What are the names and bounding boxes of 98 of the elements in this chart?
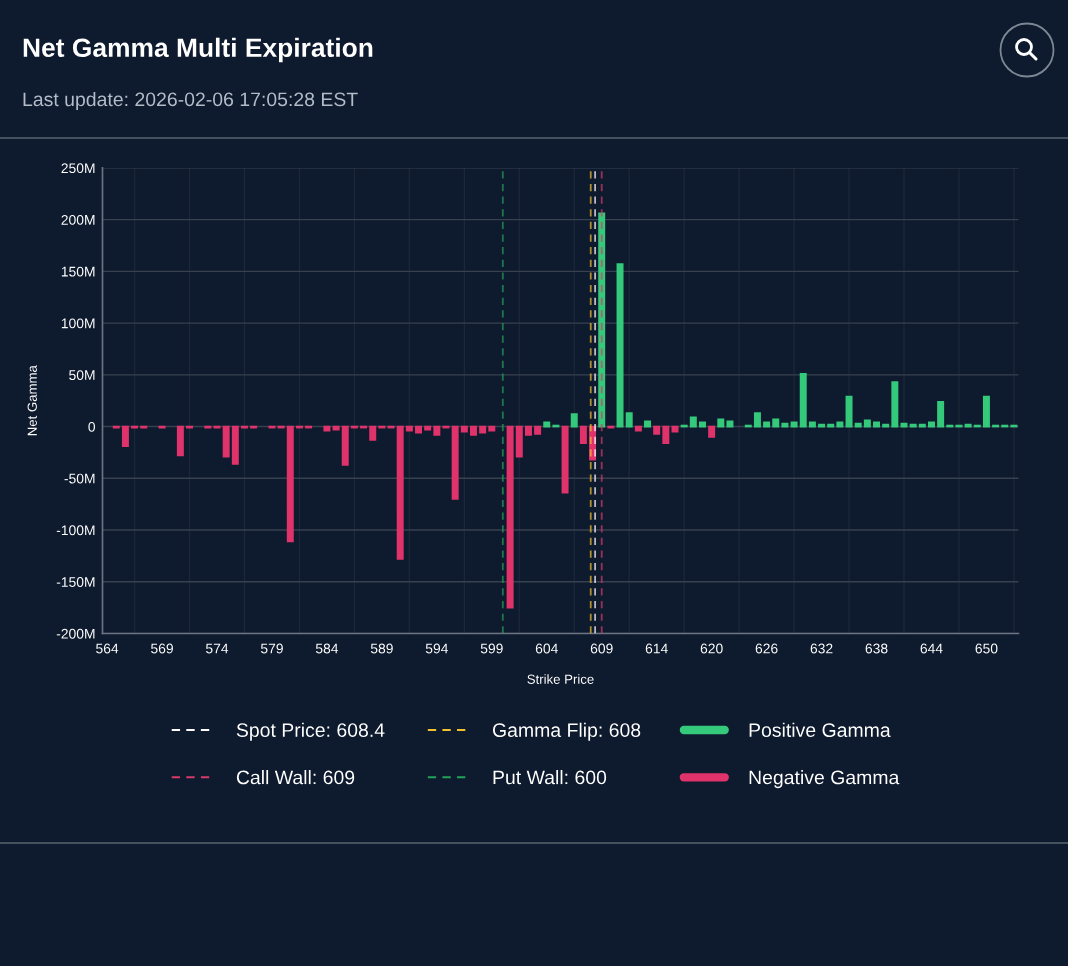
x-tick-label: 594 bbox=[425, 643, 449, 654]
bar bbox=[323, 425, 331, 432]
bar bbox=[515, 425, 523, 458]
bar bbox=[469, 425, 477, 436]
x-tick-label: 650 bbox=[975, 643, 998, 654]
bar bbox=[488, 425, 496, 432]
y-tick-label: -150M bbox=[56, 577, 95, 587]
x-tick-label: 584 bbox=[315, 643, 339, 654]
x-tick-label: 604 bbox=[535, 643, 558, 654]
x-tick-label: 638 bbox=[865, 643, 888, 654]
bar bbox=[708, 425, 716, 438]
bar bbox=[909, 423, 917, 428]
y-tick-label: 200M bbox=[61, 214, 95, 225]
y-tick-label: -100M bbox=[56, 525, 95, 536]
y-axis-title: Net Gamma bbox=[27, 365, 37, 436]
bar bbox=[845, 395, 853, 428]
y-tick-label: 250M bbox=[61, 163, 95, 174]
bar bbox=[790, 421, 798, 428]
bar bbox=[415, 425, 423, 434]
bar bbox=[405, 425, 413, 432]
x-tick-label: 599 bbox=[480, 643, 503, 654]
bar bbox=[698, 421, 706, 428]
bar bbox=[222, 425, 230, 458]
bar bbox=[808, 421, 816, 428]
bar bbox=[561, 425, 569, 494]
y-tick-label: -50M bbox=[64, 473, 95, 484]
bar bbox=[341, 425, 349, 466]
x-tick-label: 632 bbox=[810, 643, 833, 654]
bar bbox=[369, 425, 377, 441]
bar bbox=[763, 421, 771, 428]
legend-label: Positive Gamma bbox=[749, 722, 891, 737]
bar bbox=[506, 425, 514, 609]
bar bbox=[854, 422, 862, 428]
x-tick-label: 644 bbox=[920, 643, 943, 654]
x-tick-label: 579 bbox=[260, 643, 283, 654]
legend-label: Call Wall: 609 bbox=[236, 770, 355, 785]
text: Spot Price: 608.4 bbox=[236, 722, 385, 741]
bar bbox=[625, 412, 633, 428]
x-tick-label: 569 bbox=[151, 643, 173, 654]
y-tick-label: 50M bbox=[69, 370, 95, 380]
bar bbox=[286, 425, 294, 543]
bar bbox=[579, 425, 587, 444]
bar bbox=[524, 425, 532, 436]
bar bbox=[772, 418, 780, 428]
bar bbox=[937, 400, 945, 428]
bar bbox=[231, 425, 239, 465]
x-axis-title: Strike Price bbox=[527, 674, 594, 684]
bar bbox=[616, 263, 624, 428]
bar bbox=[534, 425, 542, 435]
bar bbox=[964, 423, 972, 428]
bar bbox=[424, 425, 432, 431]
bar bbox=[451, 425, 459, 500]
bar bbox=[918, 423, 926, 428]
bar bbox=[836, 421, 844, 428]
bar bbox=[873, 421, 881, 428]
bar bbox=[121, 425, 129, 448]
bar bbox=[689, 416, 697, 428]
bar bbox=[634, 425, 642, 432]
y-tick-label: 0 bbox=[88, 421, 96, 432]
x-tick-label: 614 bbox=[645, 643, 668, 654]
bar bbox=[863, 419, 871, 428]
bar bbox=[827, 423, 835, 428]
bar bbox=[570, 413, 578, 428]
bar bbox=[653, 425, 661, 435]
bar bbox=[543, 421, 551, 428]
bar bbox=[927, 421, 935, 428]
bar bbox=[176, 425, 184, 457]
bar bbox=[671, 425, 679, 433]
bar bbox=[982, 395, 990, 428]
bar bbox=[396, 425, 404, 560]
x-tick-label: 589 bbox=[370, 643, 393, 654]
bar bbox=[433, 425, 441, 436]
text: Gamma Flip: 608 bbox=[492, 722, 641, 741]
bar bbox=[460, 425, 468, 433]
x-tick-label: 626 bbox=[755, 643, 778, 654]
bar bbox=[882, 423, 890, 428]
bar bbox=[332, 425, 340, 431]
x-tick-label: 564 bbox=[96, 643, 119, 654]
chart-title: Net Gamma Multi Expiration bbox=[23, 37, 373, 63]
bar bbox=[479, 425, 487, 434]
bar bbox=[726, 420, 734, 428]
text: Put Wall: 600 bbox=[493, 770, 607, 785]
bar bbox=[753, 412, 761, 428]
bar bbox=[644, 420, 652, 428]
bar bbox=[818, 423, 826, 428]
bar bbox=[799, 372, 807, 428]
chart-subtitle: Last update: 2026-02-06 17:05:28 EST bbox=[23, 91, 358, 111]
y-tick-label: 100M bbox=[61, 318, 95, 329]
y-tick-label: -200M bbox=[56, 628, 95, 639]
y-tick-label: 150M bbox=[61, 266, 95, 277]
x-tick-label: 574 bbox=[205, 643, 229, 654]
bar bbox=[781, 422, 789, 428]
legend-label: Negative Gamma bbox=[749, 770, 900, 789]
bar bbox=[717, 418, 725, 428]
bar bbox=[662, 425, 670, 444]
x-tick-label: 609 bbox=[590, 643, 613, 654]
x-tick-label: 620 bbox=[700, 643, 723, 654]
bar bbox=[891, 381, 899, 428]
